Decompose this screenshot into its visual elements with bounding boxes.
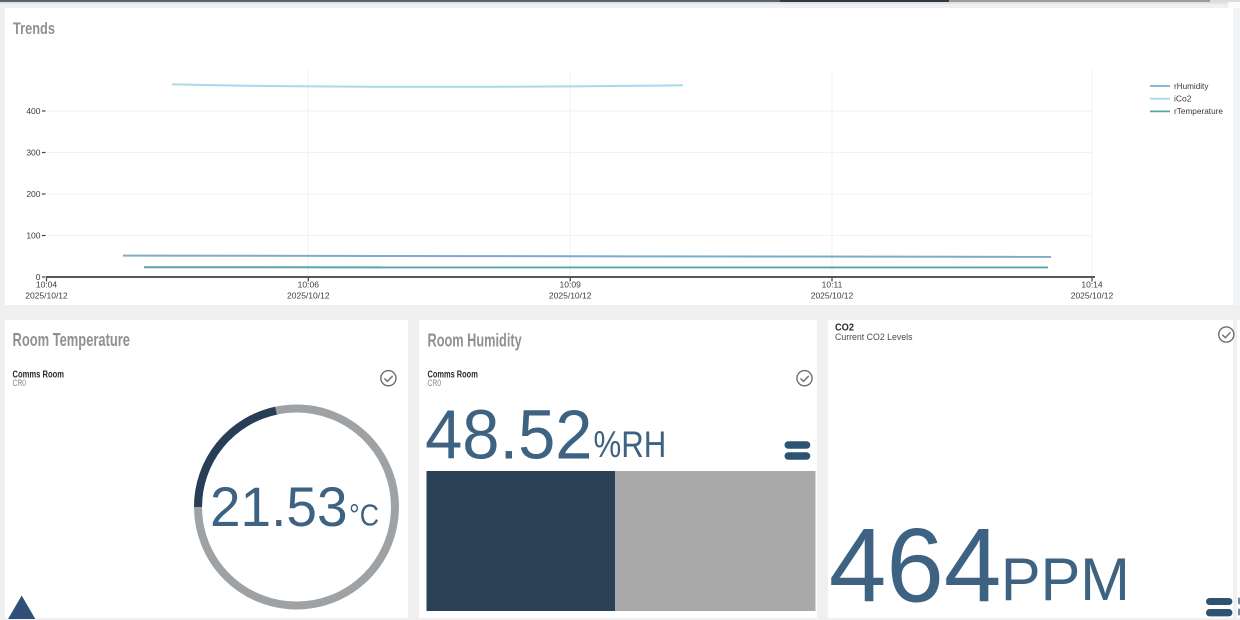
svg-text:rTemperature: rTemperature	[1174, 106, 1223, 116]
svg-text:21.53: 21.53	[210, 475, 348, 538]
svg-text:2025/10/12: 2025/10/12	[287, 290, 330, 300]
svg-text:Comms Room: Comms Room	[428, 369, 478, 380]
svg-text:CR0: CR0	[428, 378, 442, 388]
svg-text:464: 464	[829, 508, 1002, 620]
svg-text:rHumidity: rHumidity	[1174, 81, 1209, 91]
svg-text:100: 100	[26, 231, 40, 241]
svg-text:10:11: 10:11	[822, 280, 843, 290]
svg-text:2025/10/12: 2025/10/12	[25, 290, 68, 300]
svg-text:2025/10/12: 2025/10/12	[549, 290, 592, 300]
svg-text:%RH: %RH	[594, 424, 667, 465]
svg-text:Trends: Trends	[13, 19, 55, 38]
svg-text:iCo2: iCo2	[1174, 94, 1192, 104]
svg-text:CO2: CO2	[835, 322, 854, 333]
svg-text:400: 400	[26, 106, 40, 116]
svg-text:10:14: 10:14	[1081, 280, 1103, 290]
svg-text:PPM: PPM	[1001, 545, 1130, 613]
svg-text:Room Humidity: Room Humidity	[428, 329, 523, 350]
svg-text:48.52: 48.52	[425, 395, 592, 473]
svg-text:200: 200	[26, 189, 40, 199]
svg-text:Room Temperature: Room Temperature	[13, 329, 131, 350]
svg-text:300: 300	[26, 148, 40, 158]
svg-text:2025/10/12: 2025/10/12	[1071, 290, 1114, 300]
svg-text:0: 0	[36, 272, 41, 282]
svg-text:10:09: 10:09	[560, 280, 582, 290]
svg-text:2025/10/12: 2025/10/12	[811, 290, 854, 300]
svg-text:10:06: 10:06	[298, 280, 320, 290]
svg-text:Comms Room: Comms Room	[13, 369, 65, 380]
svg-text:Current CO2 Levels: Current CO2 Levels	[835, 332, 913, 342]
svg-text:CR0: CR0	[13, 378, 27, 388]
svg-text:10:04: 10:04	[36, 280, 58, 290]
svg-text:°C: °C	[349, 498, 379, 533]
